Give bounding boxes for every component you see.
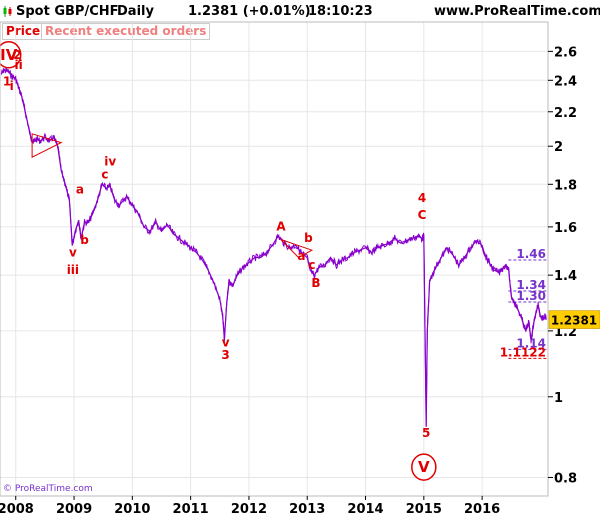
- wave-label: 1: [3, 75, 11, 89]
- current-price-label: 1.2381: [551, 314, 597, 328]
- triangle-pattern: [280, 239, 314, 259]
- wave-label: 4: [418, 191, 426, 205]
- y-tick-label: 1.6: [554, 221, 577, 236]
- wave-label: 3: [221, 348, 229, 362]
- plot-frame: [0, 21, 549, 497]
- current-price-badge: [548, 310, 600, 329]
- wave-label: c: [101, 167, 108, 181]
- x-tick-label: 2013: [289, 502, 325, 517]
- instrument-name: Spot GBP/CHF: [16, 4, 119, 19]
- candlestick-icon: [3, 6, 12, 17]
- level-label: 1.46: [516, 247, 546, 261]
- wave-label: B: [311, 276, 320, 290]
- legend-price[interactable]: Price: [2, 23, 45, 40]
- triangle-pattern: [31, 133, 63, 159]
- wave-label: v: [222, 335, 230, 349]
- y-tick-label: 0.8: [554, 471, 577, 486]
- level-label: 1.14: [516, 336, 546, 350]
- wave-label: c: [308, 258, 315, 272]
- copyright: © ProRealTime.com: [3, 484, 93, 494]
- wave-label: A: [276, 219, 286, 233]
- wave-label: IV: [0, 46, 18, 64]
- wave-label: ii: [15, 58, 23, 72]
- wave-label: v: [69, 245, 77, 259]
- legend-recent-orders[interactable]: Recent executed orders: [41, 23, 211, 40]
- y-tick-label: 1.4: [554, 269, 577, 284]
- last-price-change: 1.2381 (+0.01%): [188, 4, 311, 19]
- wave-label: C: [418, 208, 427, 222]
- time-label: 18:10:23: [308, 4, 373, 19]
- y-tick-label: 2.4: [554, 74, 577, 89]
- wave-circle: [411, 453, 437, 481]
- wave-label: iii: [67, 263, 79, 277]
- x-tick-label: 2015: [406, 502, 442, 517]
- wave-label: iv: [104, 155, 116, 169]
- y-tick-label: 1: [554, 391, 563, 406]
- level-label: 1.34: [516, 278, 546, 292]
- chart-header: Spot GBP/CHF Daily 1.2381 (+0.01%) 18:10…: [0, 0, 600, 22]
- series-line: [0, 69, 547, 427]
- x-tick-label: 2009: [56, 502, 92, 517]
- y-tick-label: 1.8: [554, 178, 577, 193]
- x-tick-label: 2012: [231, 502, 267, 517]
- y-tick-label: 2.2: [554, 106, 577, 121]
- wave-label: V: [418, 458, 430, 476]
- x-tick-label: 2016: [464, 502, 500, 517]
- wave-label: 2: [13, 48, 21, 62]
- level-label: 1.30: [516, 289, 546, 303]
- x-tick-label: 2010: [114, 502, 150, 517]
- x-tick-label: 2014: [347, 502, 383, 517]
- wave-label: b: [80, 233, 89, 247]
- site-label: www.ProRealTime.com: [434, 4, 600, 19]
- wave-label: i: [10, 79, 14, 93]
- triangle-patterns: [31, 133, 314, 259]
- grid: [0, 22, 548, 496]
- wave-label: a: [297, 249, 305, 263]
- wave-label: b: [304, 231, 313, 245]
- price-series: [0, 67, 547, 427]
- price-levels: 1.46 1.341.30 1.141.1122: [500, 247, 548, 359]
- wave-label: a: [76, 182, 84, 196]
- y-tick-label: 2: [554, 140, 563, 155]
- x-tick-label: 2011: [173, 502, 209, 517]
- level-label: 1.1122: [500, 345, 546, 359]
- x-tick-label: 2008: [0, 502, 34, 517]
- wave-circle: [0, 41, 22, 69]
- period-label: Daily: [117, 4, 154, 19]
- y-tick-label: 2.6: [554, 45, 577, 60]
- wave-label: 5: [422, 426, 430, 440]
- series-detail: [1, 67, 547, 426]
